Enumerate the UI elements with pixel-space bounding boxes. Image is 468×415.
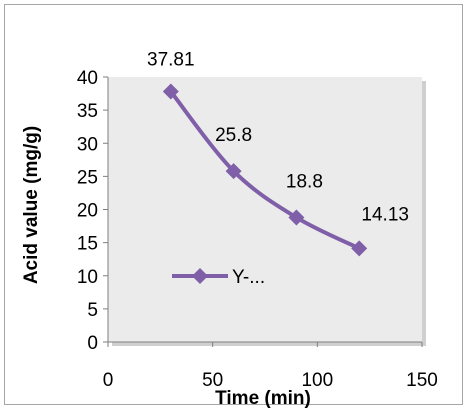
data-label: 37.81 <box>147 50 195 71</box>
plot-area <box>108 77 422 342</box>
y-tick-label: 40 <box>77 68 98 89</box>
y-tick-label: 35 <box>77 101 98 122</box>
y-tick-label: 0 <box>87 333 98 354</box>
data-labels-group: 37.81 25.8 18.8 14.13 <box>147 50 409 226</box>
data-point <box>288 209 305 226</box>
y-tick-label: 15 <box>77 234 98 255</box>
data-point <box>162 83 179 100</box>
x-tick-label: 0 <box>103 370 114 391</box>
y-tick-label: 25 <box>77 167 98 188</box>
data-label: 25.8 <box>215 125 252 146</box>
series-line <box>168 89 362 251</box>
data-point <box>351 240 368 257</box>
plot-area-group <box>108 77 426 346</box>
data-point <box>225 163 242 180</box>
y-tick-label: 30 <box>77 134 98 155</box>
series-group <box>162 83 368 257</box>
legend-label: Y-... <box>232 267 265 288</box>
axes-group: 0 5 10 15 20 25 30 35 40 0 50 100 150 <box>77 68 438 391</box>
x-tick-label: 150 <box>406 370 438 391</box>
y-tick-label: 10 <box>77 267 98 288</box>
y-tick-label: 20 <box>77 201 98 222</box>
data-label: 14.13 <box>361 204 409 225</box>
legend: Y-... <box>172 267 265 288</box>
legend-marker <box>192 268 208 284</box>
y-tick-label: 5 <box>87 300 98 321</box>
data-label: 18.8 <box>286 171 323 192</box>
x-tick-label: 50 <box>202 370 223 391</box>
x-tick-label: 100 <box>301 370 333 391</box>
y-axis-title: Acid value (mg/g) <box>21 126 42 284</box>
x-axis-title: Time (min) <box>215 388 311 409</box>
